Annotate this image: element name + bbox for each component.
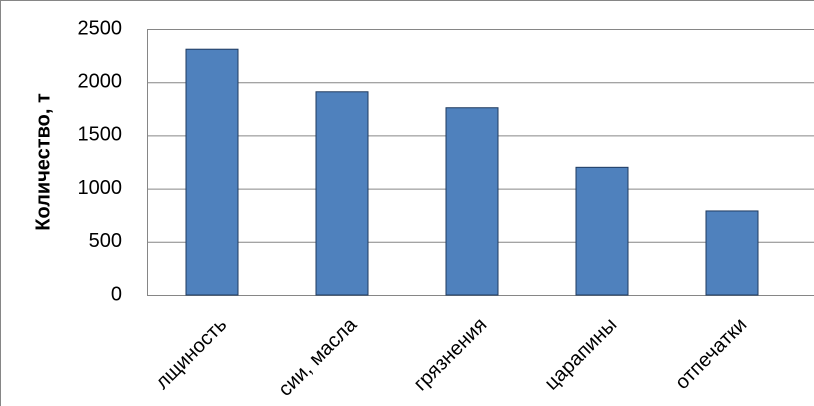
- y-tick-label: 1500: [78, 124, 123, 146]
- y-tick-label: 2500: [78, 17, 123, 39]
- y-tick-label: 1000: [78, 177, 123, 199]
- y-tick-label: 2000: [78, 70, 123, 92]
- y-tick-label: 0: [111, 283, 122, 305]
- bar: [185, 48, 239, 296]
- bar: [315, 91, 369, 296]
- bar: [705, 210, 759, 296]
- y-axis-title: Количество, т: [32, 93, 54, 231]
- bar: [445, 107, 499, 296]
- y-tick-label: 500: [89, 230, 122, 252]
- bar: [575, 166, 629, 296]
